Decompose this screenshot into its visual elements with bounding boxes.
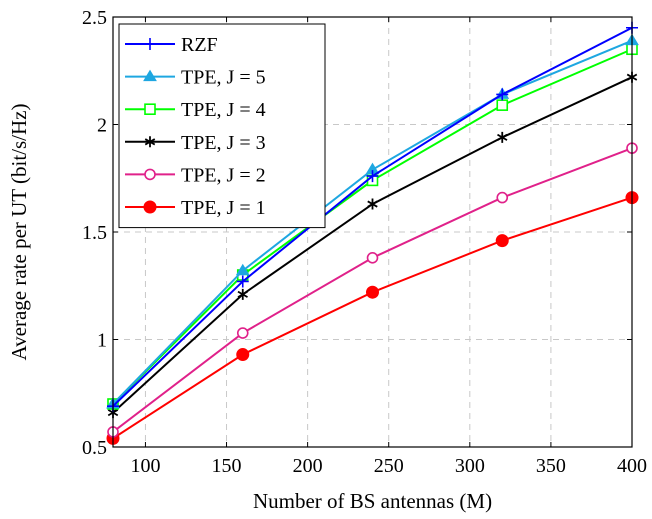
series-1-point [496, 88, 509, 101]
x-tick-label: 400 [617, 455, 647, 477]
x-tick-label: 350 [536, 455, 566, 477]
legend-entry: RZF [125, 34, 218, 56]
x-axis-label: Number of BS antennas (M) [253, 489, 492, 513]
legend-label: TPE, J = 1 [181, 197, 266, 219]
legend-entry: TPE, J = 3 [125, 132, 266, 154]
axis-ticks: 100 150 200 250 300 350 400 0.5 1 1.5 2 2.5 [82, 7, 647, 477]
legend-entry: TPE, J = 1 [125, 197, 266, 219]
legend-label: TPE, J = 4 [181, 99, 266, 121]
legend-swatch-marker [144, 168, 156, 181]
legend-box [118, 23, 326, 229]
y-tick-label: 1 [97, 330, 107, 352]
series-4-point [237, 288, 248, 300]
series-3-point [496, 99, 509, 111]
series-1-point [366, 170, 379, 183]
series-4-point [367, 198, 378, 210]
series-1-point [236, 275, 249, 288]
x-tick-label: 200 [293, 455, 323, 477]
legend-swatch-marker [144, 103, 156, 115]
series-6 [106, 191, 639, 445]
legend-label: TPE, J = 5 [181, 67, 266, 89]
legend-entry: TPE, J = 5 [125, 67, 266, 89]
y-tick-label: 1.5 [82, 222, 107, 244]
y-tick-label: 2.5 [82, 7, 107, 29]
legend-label: TPE, J = 2 [181, 164, 266, 186]
x-tick-label: 250 [374, 455, 404, 477]
series-5-point [236, 327, 249, 339]
series-layer [106, 21, 639, 445]
series-2-point [235, 263, 250, 276]
series-5-point [496, 191, 509, 204]
x-tick-label: 150 [212, 455, 242, 477]
legend-swatch-marker [143, 69, 157, 82]
y-tick-label: 0.5 [82, 437, 107, 459]
legend-entry: TPE, J = 2 [125, 164, 266, 186]
y-tick-label: 2 [97, 115, 107, 137]
legend-label: RZF [181, 34, 218, 56]
legend-entry: TPE, J = 4 [125, 99, 266, 121]
series-6-point [236, 348, 250, 362]
x-tick-label: 100 [130, 455, 160, 477]
legend: RZF TPE, J = 5 TPE, J = 4 TPE, J = 3 TPE, J … [118, 23, 326, 229]
series-6-point [495, 234, 509, 248]
series-6-point [366, 285, 379, 299]
series-6-line [112, 196, 633, 440]
x-tick-label: 300 [455, 455, 485, 477]
legend-swatch-marker [144, 136, 156, 148]
series-5-point [366, 251, 379, 264]
legend-label: TPE, J = 3 [181, 132, 266, 154]
series-4-point [497, 131, 508, 143]
legend-swatch-marker [144, 38, 156, 50]
legend-swatch-marker [143, 200, 157, 214]
y-axis-label: Average rate per UT (bit/s/Hz) [7, 104, 31, 361]
